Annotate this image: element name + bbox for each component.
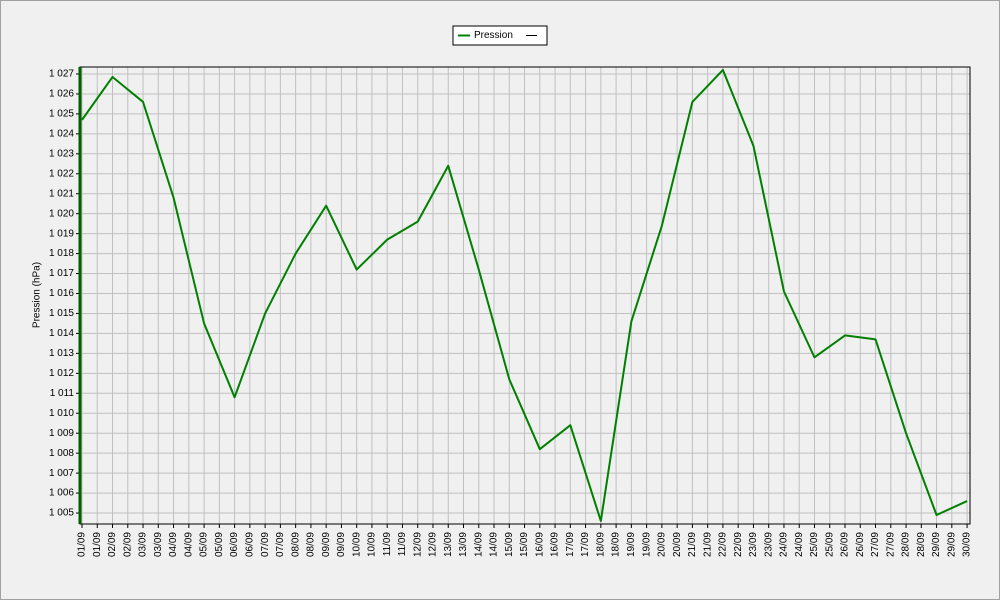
x-tick-label: 27/09 — [885, 532, 896, 557]
x-tick-label: 21/09 — [687, 532, 698, 557]
x-tick-label: 08/09 — [306, 532, 317, 557]
x-tick-label: 11/09 — [382, 532, 393, 557]
x-tick-label: 05/09 — [199, 532, 210, 557]
x-tick-label: 10/09 — [367, 532, 378, 557]
x-tick-label: 27/09 — [870, 532, 881, 557]
y-tick-label: 1 025 — [49, 109, 74, 120]
x-tick-label: 26/09 — [855, 532, 866, 557]
x-tick-label: 25/09 — [824, 532, 835, 557]
x-tick-label: 22/09 — [733, 532, 744, 557]
x-tick-label: 16/09 — [550, 532, 561, 557]
y-tick-label: 1 027 — [49, 69, 74, 80]
x-tick-label: 01/09 — [92, 532, 103, 557]
y-tick-label: 1 006 — [49, 488, 74, 499]
x-tick-label: 16/09 — [534, 532, 545, 557]
y-tick-label: 1 010 — [49, 408, 74, 419]
data-line — [81, 68, 968, 523]
y-tick-label: 1 007 — [49, 468, 74, 479]
x-tick-label: 28/09 — [916, 532, 927, 557]
y-tick-label: 1 008 — [49, 448, 74, 459]
x-tick-label: 26/09 — [840, 532, 851, 557]
y-tick-label: 1 005 — [49, 508, 74, 519]
legend: Pression — [452, 25, 548, 46]
x-tick-label: 29/09 — [946, 532, 957, 557]
y-tick-label: 1 009 — [49, 428, 74, 439]
y-tick-label: 1 011 — [50, 388, 75, 399]
x-tick-label: 04/09 — [183, 532, 194, 557]
x-tick-label: 06/09 — [229, 532, 240, 557]
x-tick-label: 15/09 — [519, 532, 530, 557]
x-tick-label: 08/09 — [290, 532, 301, 557]
y-tick-label: 1 012 — [49, 368, 74, 379]
legend-box — [452, 25, 548, 46]
y-tick-label: 1 022 — [49, 168, 74, 179]
x-tick-label: 09/09 — [336, 532, 347, 557]
y-tick-label: 1 016 — [49, 288, 74, 299]
x-tick-label: 06/09 — [245, 532, 256, 557]
x-tick-label: 13/09 — [443, 532, 454, 557]
x-tick-label: 17/09 — [565, 532, 576, 557]
x-tick-label: 29/09 — [931, 532, 942, 557]
x-tick-label: 05/09 — [214, 532, 225, 557]
x-tick-label: 14/09 — [489, 532, 500, 557]
x-tick-label: 18/09 — [595, 532, 606, 557]
x-tick-label: 19/09 — [641, 532, 652, 557]
x-tick-label: 23/09 — [763, 532, 774, 557]
y-tick-label: 1 023 — [49, 148, 74, 159]
y-axis-label: Pression (hPa) — [32, 262, 43, 328]
x-tick-label: 07/09 — [260, 532, 271, 557]
x-tick-label: 19/09 — [626, 532, 637, 557]
x-tick-label: 02/09 — [122, 532, 133, 557]
x-tick-label: 15/09 — [504, 532, 515, 557]
x-tick-label: 03/09 — [153, 532, 164, 557]
x-tick-label: 13/09 — [458, 532, 469, 557]
x-tick-label: 20/09 — [672, 532, 683, 557]
x-tick-label: 07/09 — [275, 532, 286, 557]
y-tick-label: 1 015 — [49, 308, 74, 319]
x-tick-label: 24/09 — [794, 532, 805, 557]
x-tick-label: 25/09 — [809, 532, 820, 557]
x-tick-label: 01/09 — [77, 532, 88, 557]
x-tick-label: 21/09 — [702, 532, 713, 557]
x-tick-label: 17/09 — [580, 532, 591, 557]
x-tick-label: 23/09 — [748, 532, 759, 557]
x-tick-label: 18/09 — [611, 532, 622, 557]
x-tick-label: 11/09 — [397, 532, 408, 557]
x-tick-label: 30/09 — [962, 532, 973, 557]
y-tick-label: 1 020 — [49, 208, 74, 219]
x-tick-label: 10/09 — [351, 532, 362, 557]
y-tick-label: 1 021 — [49, 188, 74, 199]
x-tick-label: 02/09 — [107, 532, 118, 557]
y-tick-label: 1 018 — [49, 248, 74, 259]
y-tick-label: 1 026 — [49, 89, 74, 100]
x-tick-label: 12/09 — [412, 532, 423, 557]
y-tick-label: 1 019 — [49, 228, 74, 239]
x-tick-label: 24/09 — [779, 532, 790, 557]
y-tick-label: 1 013 — [49, 348, 74, 359]
legend-label: Pression — [474, 30, 513, 41]
y-tick-label: 1 017 — [49, 268, 74, 279]
x-tick-label: 03/09 — [138, 532, 149, 557]
x-tick-label: 09/09 — [321, 532, 332, 557]
y-tick-label: 1 024 — [49, 128, 74, 139]
x-tick-label: 20/09 — [657, 532, 668, 557]
x-tick-label: 12/09 — [428, 532, 439, 557]
x-tick-label: 28/09 — [901, 532, 912, 557]
x-tick-label: 14/09 — [473, 532, 484, 557]
y-tick-label: 1 014 — [49, 328, 74, 339]
x-tick-label: 22/09 — [718, 532, 729, 557]
x-tick-label: 04/09 — [168, 532, 179, 557]
